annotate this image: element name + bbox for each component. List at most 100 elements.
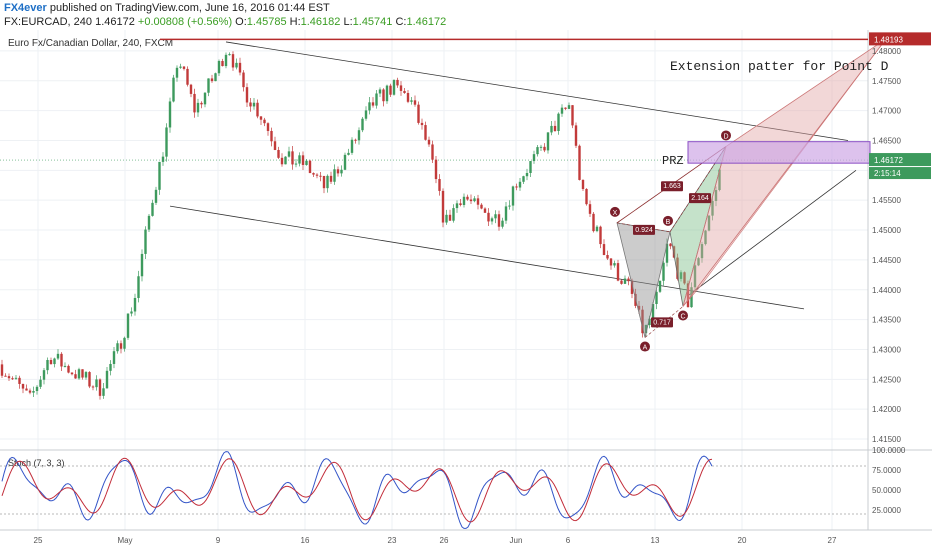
time-axis[interactable]: 25 May 9 16 23 26 Jun 6 13 20 27 (34, 536, 837, 545)
price-axis[interactable]: 1.480001.475001.470001.465001.460001.455… (869, 32, 931, 444)
candle-body (102, 388, 105, 396)
candle-body (7, 376, 11, 379)
candle-body (627, 278, 630, 282)
candle-body (469, 199, 473, 202)
candle-body (203, 92, 207, 105)
upper-channel-line (225, 41, 849, 141)
y-tick-label: 1.46500 (872, 136, 901, 145)
candle-body (189, 84, 193, 94)
candle-body (585, 188, 588, 205)
candle-body (690, 287, 693, 308)
candle-body (259, 116, 263, 120)
candle-body (371, 102, 375, 106)
candle-body (357, 130, 361, 141)
candle-body (277, 149, 280, 158)
candle-body (224, 54, 228, 67)
candle-body (245, 87, 249, 103)
candles (0, 51, 721, 400)
candle-body (427, 139, 431, 145)
candle-body (480, 204, 483, 209)
current-price-tag (869, 153, 931, 167)
pattern-point-x: X (613, 210, 618, 217)
x-tick-label: 26 (440, 536, 449, 545)
candle-body (284, 156, 287, 165)
candle-body (693, 265, 697, 288)
candle-body (109, 363, 112, 371)
candle-body (658, 280, 662, 292)
candle-body (651, 304, 655, 319)
candle-body (56, 353, 60, 359)
candle-body (98, 379, 102, 396)
candle-body (249, 102, 252, 107)
close-label: C: (395, 16, 407, 28)
candle-body (210, 78, 214, 82)
candle-body (564, 107, 567, 109)
chart-title: Euro Fx/Canadian Dollar, 240, FXCM (8, 38, 173, 49)
candle-body (714, 190, 718, 201)
candle-body (599, 226, 602, 245)
candle-body (364, 110, 368, 119)
ratio-label: 1.663 (663, 183, 681, 190)
candle-body (361, 118, 364, 131)
candle-body (452, 208, 455, 221)
candle-body (560, 107, 564, 114)
ratio-tag (689, 193, 711, 204)
candle-body (42, 370, 46, 380)
candle-body (655, 291, 658, 305)
candle-body (105, 370, 109, 389)
candle-body (207, 78, 210, 93)
pattern-point-marker (610, 206, 620, 217)
open-label: O: (235, 16, 247, 28)
candle-body (147, 215, 151, 230)
candle-body (242, 72, 245, 88)
candle-body (273, 141, 277, 150)
candle-body (291, 151, 294, 165)
candle-body (648, 318, 651, 325)
candle-body (126, 313, 130, 338)
low-value: 1.45741 (352, 16, 393, 28)
candle-body (312, 173, 315, 175)
x-tick-label: 9 (216, 536, 221, 545)
candle-body (301, 155, 305, 165)
candle-body (406, 92, 410, 102)
candle-body (613, 263, 616, 266)
candle-body (672, 246, 676, 258)
candle-body (522, 176, 525, 182)
x-tick-label: 23 (388, 536, 397, 545)
candle-body (161, 156, 165, 162)
y-tick-label: 1.45500 (872, 196, 901, 205)
candle-body (151, 202, 154, 216)
candle-body (196, 102, 200, 113)
stochastic-pane: Stoch (7, 3, 3) 100.0000 75.0000 50.0000 25… (0, 446, 906, 529)
candle-body (256, 102, 259, 117)
candle-body (508, 205, 511, 207)
candle-body (329, 175, 333, 182)
candle-body (294, 163, 298, 165)
close-value: 1.46172 (406, 16, 447, 28)
candle-body (214, 73, 217, 82)
x-tick-label: 13 (651, 536, 660, 545)
candle-body (487, 212, 490, 222)
x-tick-label: 16 (301, 536, 310, 545)
candle-body (350, 139, 354, 153)
annotations: Extension patter for Point D PRZ (662, 59, 889, 168)
candle-body (28, 390, 32, 393)
candle-body (168, 101, 172, 128)
candle-body (711, 200, 714, 216)
candle-body (543, 146, 546, 151)
symbol-label[interactable]: FX:EURCAD, 240 (4, 16, 93, 28)
candle-body (326, 175, 329, 189)
author-link[interactable]: FX4ever (4, 2, 47, 14)
candle-body (319, 175, 322, 177)
ratio-label: 0.717 (653, 319, 671, 326)
chart-header: FX4ever published on TradingView.com, Ju… (0, 0, 932, 30)
candle-body (77, 369, 81, 379)
price-chart[interactable]: Euro Fx/Canadian Dollar, 240, FXCM X A B C D… (0, 30, 932, 550)
candle-body (0, 364, 4, 376)
quote-line: FX:EURCAD, 240 1.46172 +0.00808 (+0.56%)… (4, 16, 446, 28)
candle-body (546, 132, 550, 151)
candle-body (347, 152, 350, 155)
candle-body (389, 85, 392, 95)
candle-body (39, 379, 42, 387)
candle-body (14, 377, 18, 379)
